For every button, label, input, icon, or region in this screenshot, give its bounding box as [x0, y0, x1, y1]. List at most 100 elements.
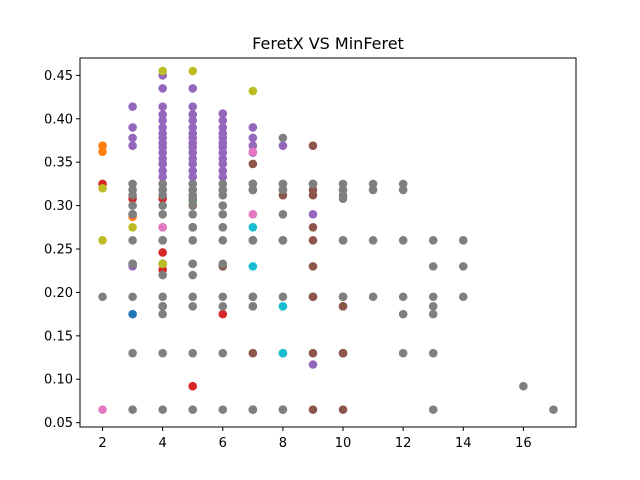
data-point	[248, 123, 258, 132]
chart-title: FeretX VS MinFeret	[252, 34, 404, 53]
data-point	[188, 194, 198, 203]
data-point	[308, 262, 318, 271]
data-point	[368, 236, 378, 245]
data-point	[278, 185, 288, 195]
data-point	[188, 259, 198, 269]
data-point	[218, 309, 228, 319]
data-point	[158, 223, 167, 232]
data-point	[188, 84, 198, 93]
data-point	[158, 259, 167, 269]
data-point	[188, 348, 198, 358]
data-point	[128, 123, 137, 132]
data-point	[128, 405, 137, 414]
data-point	[188, 110, 198, 119]
data-point	[338, 194, 348, 203]
x-tick-label: 4	[159, 436, 167, 451]
data-point	[278, 302, 288, 311]
data-point	[428, 292, 438, 302]
x-tick-label: 14	[455, 436, 472, 451]
data-point	[278, 133, 288, 143]
data-point	[218, 302, 228, 311]
data-point	[158, 209, 167, 219]
data-point	[128, 259, 137, 269]
data-point	[188, 270, 198, 280]
data-point	[188, 209, 198, 219]
data-point	[398, 292, 408, 302]
data-point	[308, 292, 318, 302]
data-point	[188, 102, 198, 111]
data-point	[188, 148, 198, 157]
data-point	[428, 309, 438, 319]
data-point	[128, 209, 137, 219]
data-point	[188, 223, 198, 232]
x-tick-label: 10	[335, 436, 352, 451]
data-point	[338, 348, 348, 358]
x-axis: 2 4 6 8 10 12 14 16	[98, 427, 532, 451]
data-point	[218, 292, 228, 302]
data-point	[128, 179, 137, 189]
data-point	[158, 179, 167, 189]
data-point	[248, 236, 258, 245]
data-point	[248, 133, 258, 143]
data-point	[248, 292, 258, 302]
data-point	[128, 309, 137, 319]
data-point	[428, 302, 438, 311]
data-point	[218, 209, 228, 219]
data-point	[158, 292, 167, 302]
x-tick-label: 2	[98, 436, 106, 451]
data-point	[248, 147, 258, 157]
data-point	[188, 66, 198, 76]
data-point	[338, 236, 348, 245]
data-point	[338, 302, 348, 311]
data-point	[128, 190, 137, 200]
data-point	[188, 302, 198, 311]
data-point	[128, 292, 137, 302]
data-point	[248, 179, 258, 189]
y-tick-label: 0.05	[44, 416, 73, 431]
data-point	[278, 179, 288, 189]
data-points	[98, 66, 558, 414]
data-point	[248, 262, 258, 271]
data-point	[128, 223, 137, 232]
y-tick-label: 0.25	[44, 243, 73, 258]
data-point	[98, 292, 107, 302]
data-point	[248, 348, 258, 358]
data-point	[158, 66, 167, 76]
data-point	[218, 236, 228, 245]
data-point	[248, 159, 258, 169]
data-point	[188, 123, 198, 132]
data-point	[128, 201, 137, 210]
data-point	[188, 179, 198, 189]
data-point	[188, 381, 198, 391]
data-point	[458, 292, 468, 302]
y-tick-label: 0.45	[44, 69, 73, 84]
y-tick-label: 0.35	[44, 156, 73, 171]
x-tick-label: 16	[515, 436, 532, 451]
y-tick-label: 0.20	[44, 286, 73, 301]
data-point	[308, 405, 318, 414]
data-point	[248, 405, 258, 414]
data-point	[158, 405, 167, 414]
data-point	[398, 348, 408, 358]
y-tick-label: 0.10	[44, 373, 73, 388]
data-point	[549, 405, 558, 414]
data-point	[158, 84, 167, 93]
data-point	[428, 405, 438, 414]
data-point	[188, 172, 198, 182]
data-point	[98, 405, 107, 414]
data-point	[218, 109, 228, 118]
data-point	[458, 236, 468, 245]
data-point	[248, 223, 258, 232]
data-point	[218, 159, 228, 169]
data-point	[278, 141, 288, 150]
y-tick-label: 0.30	[44, 199, 73, 214]
data-point	[128, 141, 137, 150]
data-point	[98, 147, 107, 157]
data-point	[308, 190, 318, 200]
data-point	[158, 110, 167, 119]
data-point	[218, 148, 228, 157]
data-point	[218, 179, 228, 189]
data-point	[338, 179, 348, 189]
data-point	[218, 116, 228, 125]
data-point	[98, 141, 107, 150]
